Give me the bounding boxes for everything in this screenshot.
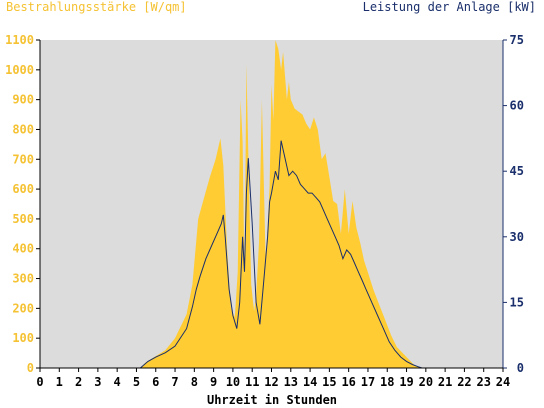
tick-labels: 0100200300400500600700800900100011000153…: [5, 33, 524, 389]
right-tick-label: 75: [510, 33, 524, 47]
left-tick-label: 600: [12, 182, 34, 196]
right-tick-label: 15: [510, 295, 524, 309]
left-tick-label: 0: [27, 361, 34, 375]
left-tick-label: 300: [12, 272, 34, 286]
irradiance-area: [40, 40, 503, 368]
left-tick-label: 1000: [5, 63, 34, 77]
x-tick-label: 2: [75, 375, 82, 389]
left-tick-label: 200: [12, 301, 34, 315]
x-tick-label: 4: [114, 375, 121, 389]
x-tick-label: 21: [438, 375, 452, 389]
left-tick-label: 700: [12, 152, 34, 166]
right-tick-label: 30: [510, 230, 524, 244]
right-tick-label: 45: [510, 164, 524, 178]
x-tick-label: 17: [361, 375, 375, 389]
x-tick-label: 18: [380, 375, 394, 389]
x-tick-label: 7: [171, 375, 178, 389]
x-tick-label: 1: [56, 375, 63, 389]
left-tick-label: 500: [12, 212, 34, 226]
x-tick-label: 6: [152, 375, 159, 389]
x-tick-label: 12: [264, 375, 278, 389]
right-axis-title: Leistung der Anlage [kW]: [362, 0, 536, 14]
x-tick-label: 10: [226, 375, 240, 389]
x-tick-label: 13: [284, 375, 298, 389]
x-tick-label: 9: [210, 375, 217, 389]
left-tick-label: 100: [12, 331, 34, 345]
x-tick-label: 3: [94, 375, 101, 389]
x-tick-label: 5: [133, 375, 140, 389]
x-tick-label: 19: [399, 375, 413, 389]
x-tick-label: 24: [496, 375, 510, 389]
x-tick-label: 16: [341, 375, 355, 389]
left-tick-label: 400: [12, 242, 34, 256]
x-tick-label: 22: [457, 375, 471, 389]
left-tick-label: 900: [12, 93, 34, 107]
x-tick-label: 23: [476, 375, 490, 389]
x-tick-label: 8: [191, 375, 198, 389]
x-tick-label: 0: [36, 375, 43, 389]
x-tick-label: 20: [419, 375, 433, 389]
right-tick-label: 0: [517, 361, 524, 375]
left-axis-title: Bestrahlungsstärke [W/qm]: [6, 0, 187, 14]
left-tick-label: 800: [12, 122, 34, 136]
x-tick-label: 14: [303, 375, 317, 389]
right-tick-label: 60: [510, 99, 524, 113]
x-tick-label: 15: [322, 375, 336, 389]
x-axis-title: Uhrzeit in Stunden: [206, 393, 338, 407]
x-tick-label: 11: [245, 375, 259, 389]
axes: [36, 39, 507, 372]
power-line: [40, 140, 503, 369]
left-tick-label: 1100: [5, 33, 34, 47]
